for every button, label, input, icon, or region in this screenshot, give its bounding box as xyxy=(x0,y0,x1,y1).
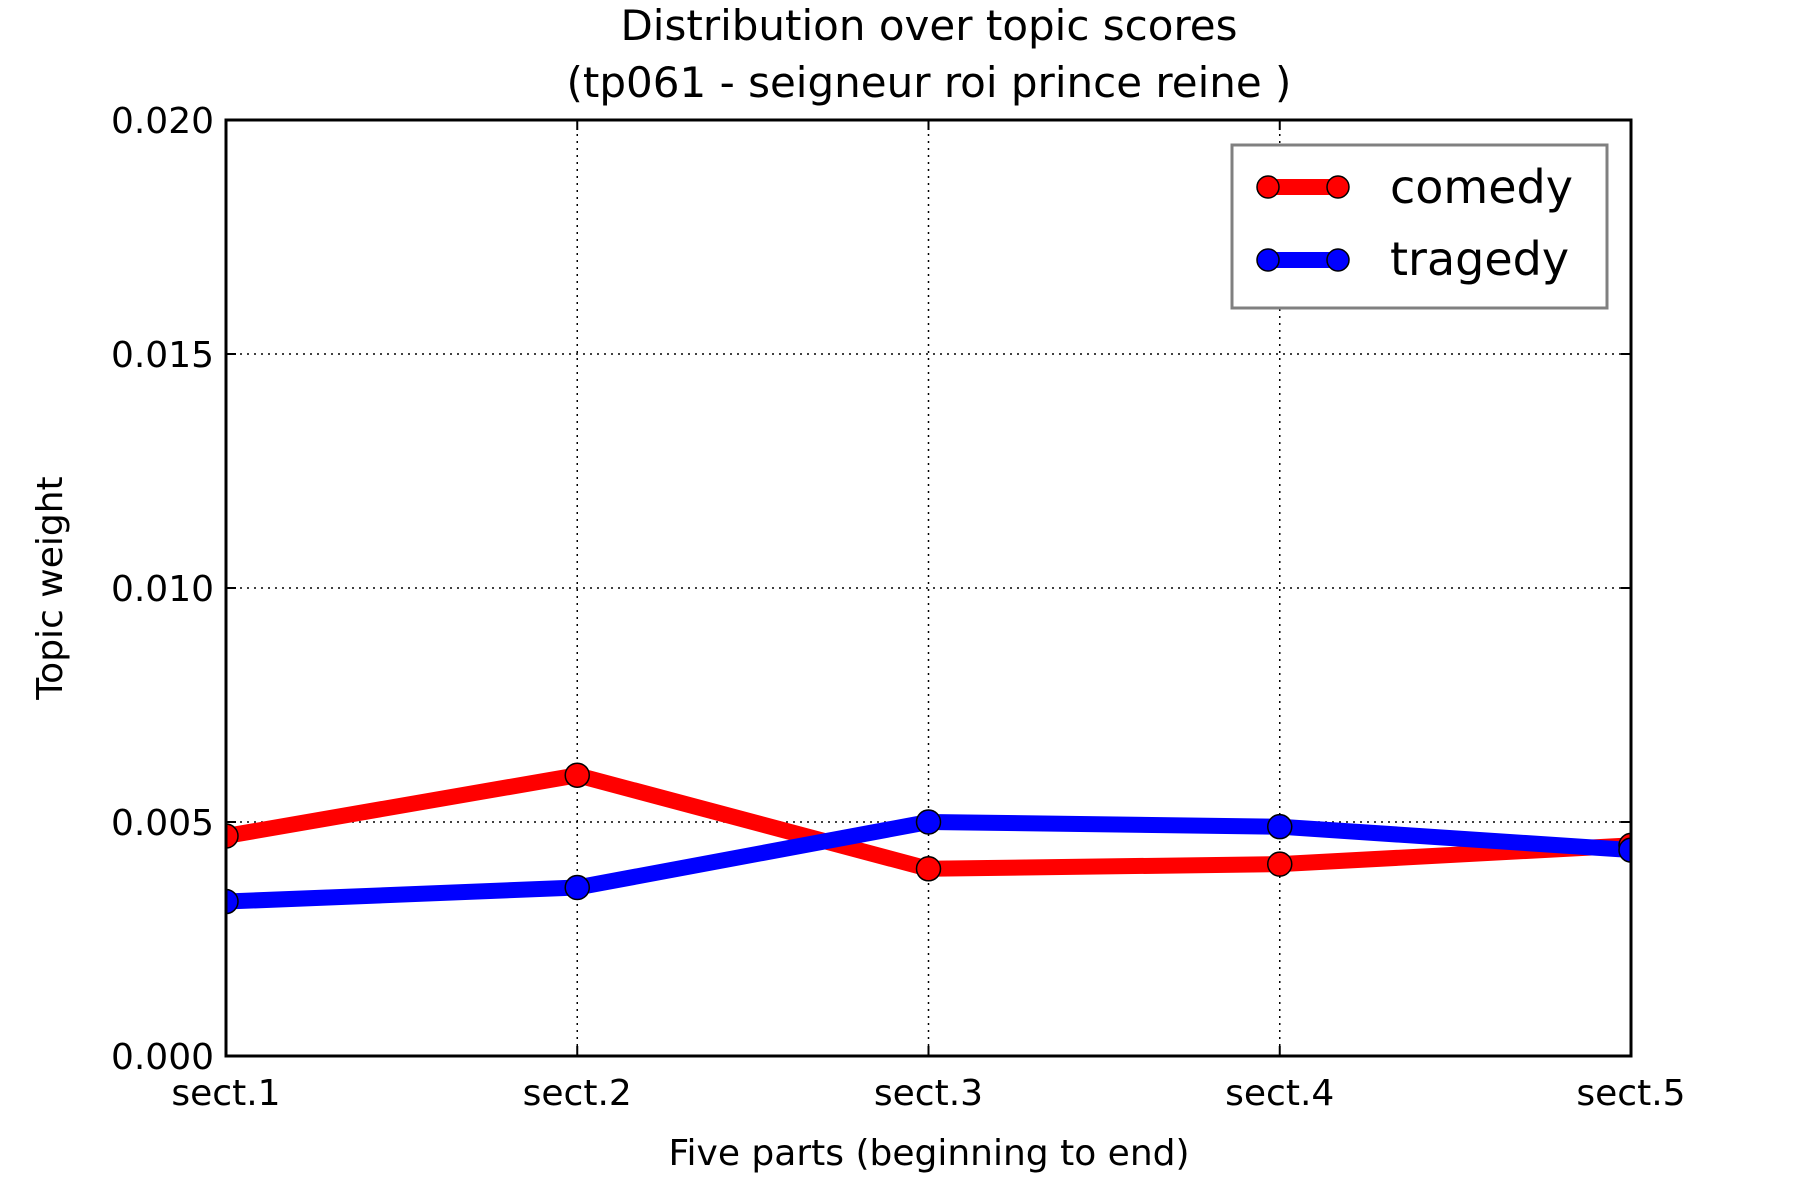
data-point-tragedy xyxy=(915,809,942,835)
x-tick-label: sect.4 xyxy=(1225,1073,1334,1114)
data-point-tragedy xyxy=(564,874,590,901)
legend-tragedy-label: tragedy xyxy=(1390,232,1569,286)
x-tick-label: sect.5 xyxy=(1576,1073,1685,1114)
data-point-comedy xyxy=(915,856,942,882)
y-axis: 0.000 0.005 0.010 0.015 0.020 xyxy=(111,101,1631,1078)
x-tick-label: sect.3 xyxy=(874,1073,983,1114)
x-axis-label: Five parts (beginning to end) xyxy=(668,1133,1189,1174)
y-tick-label: 0.005 xyxy=(111,803,214,844)
data-point-tragedy xyxy=(1267,813,1293,840)
data-point-comedy xyxy=(564,762,590,788)
legend-box xyxy=(1230,143,1609,310)
x-tick-label: sect.1 xyxy=(171,1073,280,1114)
legend-comedy-marker xyxy=(1256,175,1280,199)
y-axis-label: Topic weight xyxy=(30,476,71,700)
series-layer xyxy=(226,762,1631,915)
chart-subtitle: (tp061 - seigneur roi prince reine ) xyxy=(567,58,1292,107)
y-tick-label: 0.020 xyxy=(111,101,214,142)
legend-tragedy-marker xyxy=(1256,248,1280,272)
data-point-tragedy xyxy=(226,888,239,915)
legend-comedy-label: comedy xyxy=(1390,160,1573,214)
data-point-tragedy xyxy=(1618,837,1631,863)
y-tick-label: 0.010 xyxy=(111,569,214,610)
x-tick-label: sect.2 xyxy=(523,1073,632,1114)
data-point-comedy xyxy=(1267,851,1293,877)
chart-title: Distribution over topic scores xyxy=(620,1,1237,50)
legend: comedy tragedy xyxy=(1230,143,1609,310)
data-point-comedy xyxy=(226,823,239,849)
legend-comedy-marker xyxy=(1326,175,1350,199)
x-axis: sect.1 sect.2 sect.3 sect.4 sect.5 xyxy=(171,120,1686,1114)
y-tick-label: 0.015 xyxy=(111,335,214,376)
y-tick-label: 0.000 xyxy=(111,1037,214,1078)
legend-tragedy-marker xyxy=(1326,248,1350,272)
